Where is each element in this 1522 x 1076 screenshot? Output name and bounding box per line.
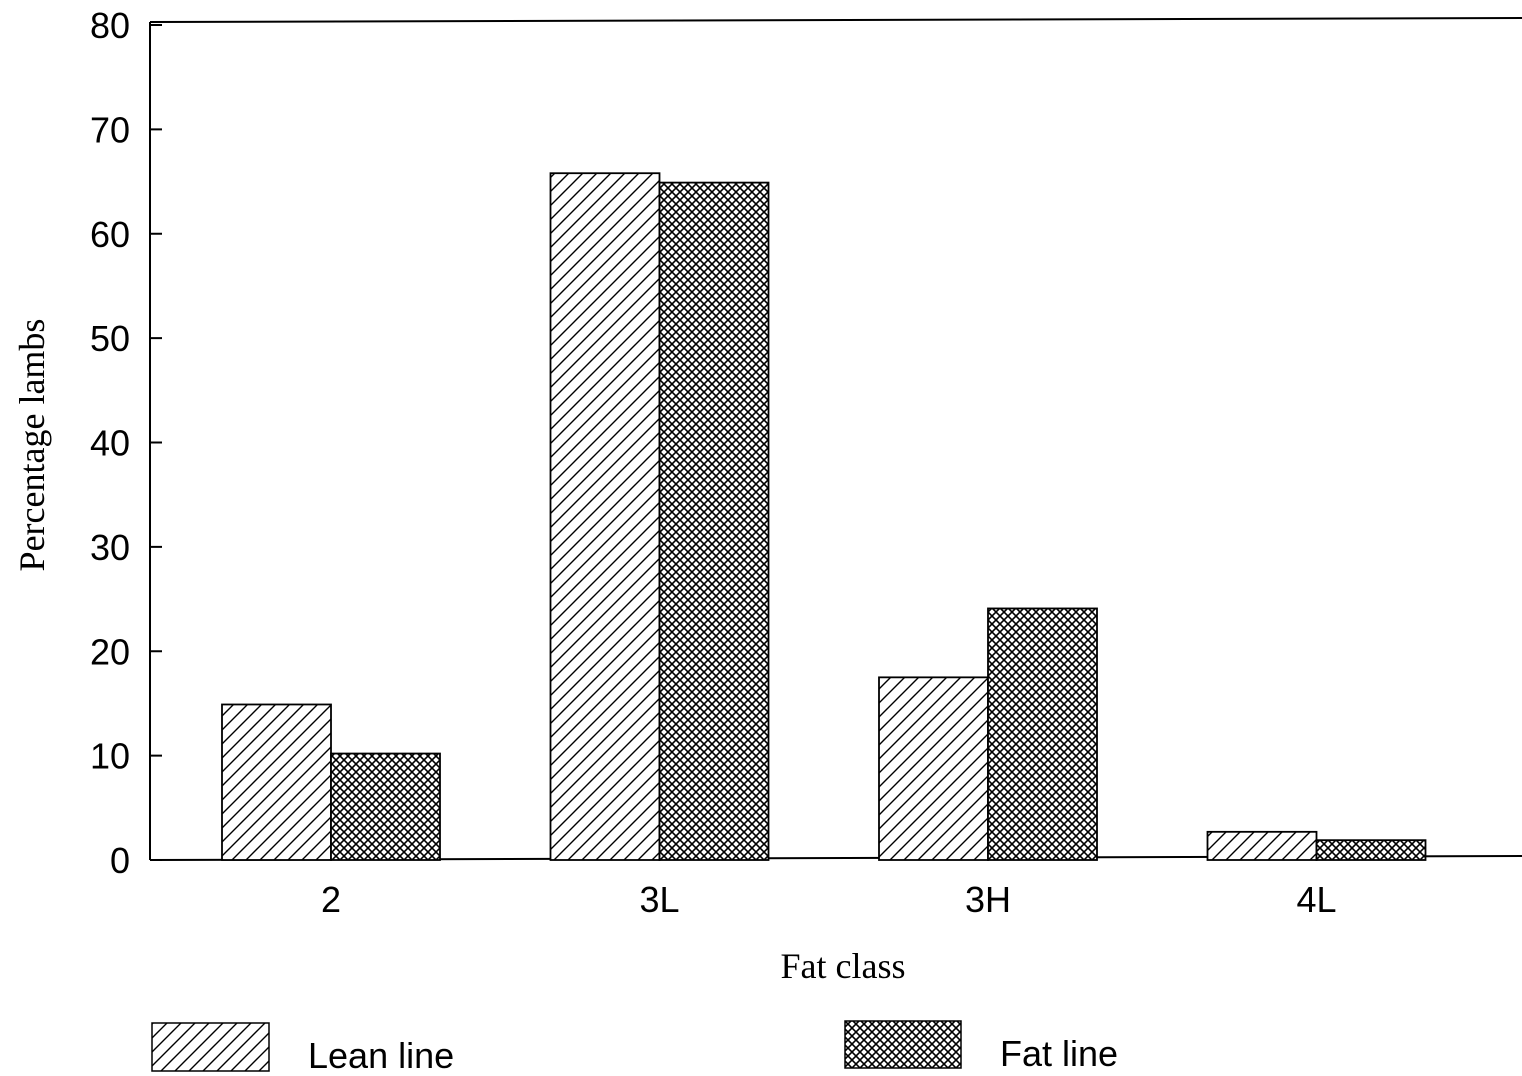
y-tick-label: 80 [90,5,130,46]
y-axis-ticks: 0 10 20 30 40 50 60 70 80 [90,5,162,881]
legend-swatch-fat-line [844,1020,962,1069]
y-tick-label: 60 [90,214,130,255]
y-tick-label: 30 [90,527,130,568]
bar-fat-line-2 [330,752,441,861]
bar-fat-line-4l [1315,839,1427,861]
y-tick-label: 10 [90,736,130,777]
top-frame-line [149,17,1522,23]
bar-lean-line-2 [221,703,332,861]
legend-label-lean-line: Lean line [308,1035,454,1076]
bar-fat-line-3h [987,607,1098,861]
legend-label-fat-line: Fat line [1000,1033,1118,1074]
bar-lean-line-3h [878,676,989,861]
y-tick-label: 0 [110,840,130,881]
y-tick-label: 50 [90,318,130,359]
x-tick-label: 4L [1296,879,1336,920]
bar-fat-line-3l [658,181,770,861]
y-tick-label: 20 [90,631,130,672]
y-axis-title: Percentage lambs [12,319,52,572]
legend: Lean line Fat line [151,1020,1118,1076]
x-axis-labels: 2 3L 3H 4L [321,879,1337,920]
x-tick-label: 2 [321,879,341,920]
bar-lean-line-3l [549,172,661,861]
bar-lean-line-4l [1206,830,1318,861]
legend-swatch-lean-line [151,1022,270,1072]
y-tick-label: 70 [90,109,130,150]
y-tick-label: 40 [90,423,130,464]
x-axis-title: Fat class [781,946,906,986]
x-tick-label: 3H [965,879,1011,920]
x-tick-label: 3L [639,879,679,920]
bars [221,172,1427,861]
